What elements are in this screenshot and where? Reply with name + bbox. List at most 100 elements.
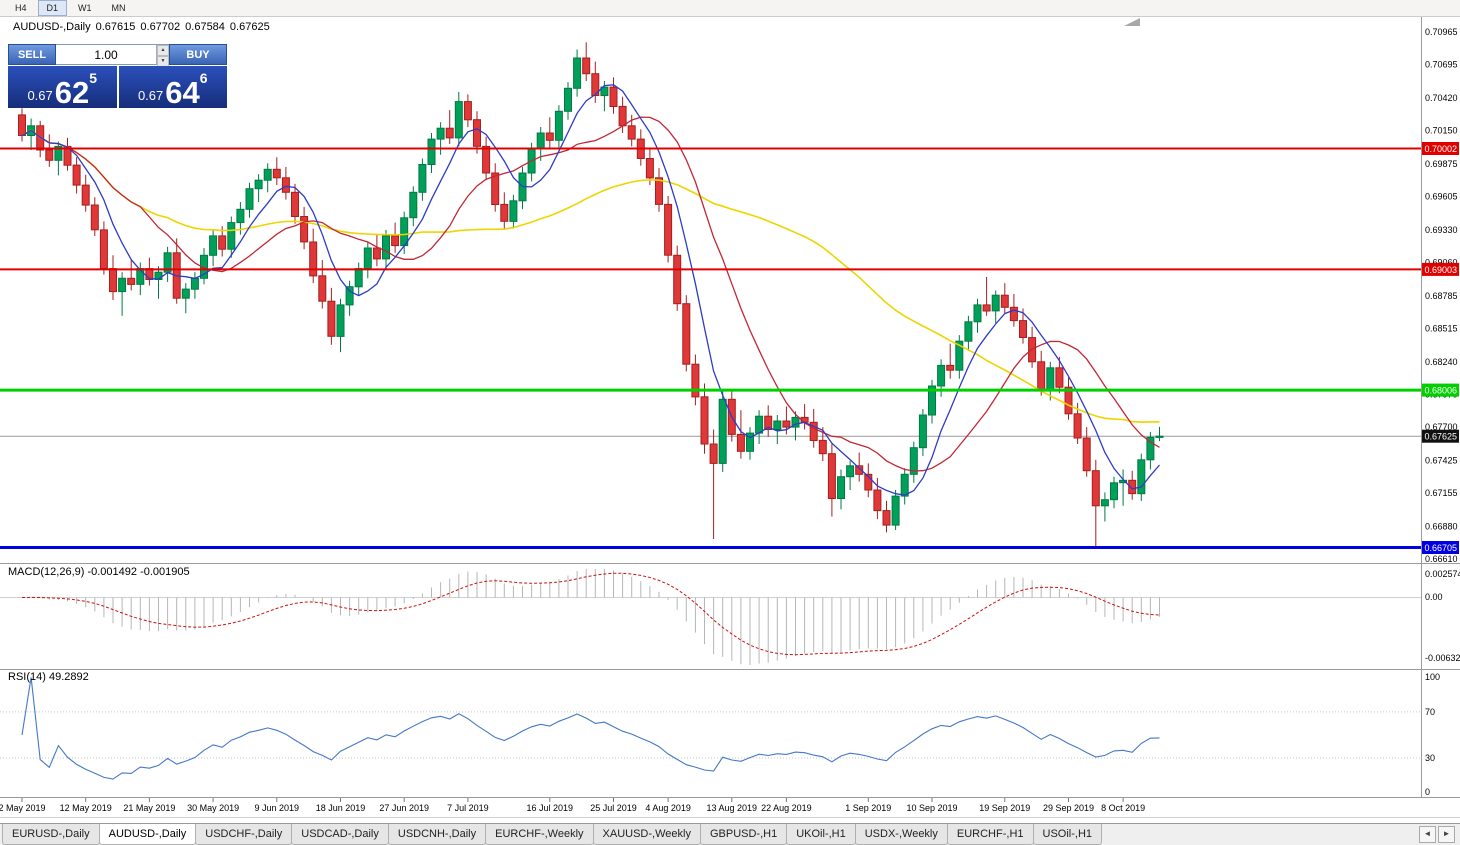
candle-body <box>1000 294 1009 308</box>
chart-tab-eurchf-weekly[interactable]: EURCHF-,Weekly <box>485 824 594 845</box>
price-axis-tick: 0.69875 <box>1425 159 1458 169</box>
macd-histogram <box>30 568 1160 665</box>
date-axis-label: 9 Jun 2019 <box>255 803 300 813</box>
date-axis-label: 27 Jun 2019 <box>379 803 429 813</box>
ma-mid-line <box>21 116 1160 472</box>
candle-body <box>291 191 299 218</box>
chart-shift-marker-icon[interactable] <box>1124 18 1140 26</box>
candle-body <box>764 415 773 431</box>
candle-body <box>236 208 245 224</box>
candle-body <box>1064 386 1073 415</box>
price-level-badge-text: 0.69003 <box>1425 265 1458 275</box>
chart-canvas[interactable]: 0.70965 0.70695 0.70420 0.70150 0.69875 0.696… <box>0 17 1460 817</box>
tabs-scroll-controls: ◄ ► <box>1419 824 1460 845</box>
price-level-badge-text: 0.70002 <box>1425 144 1458 154</box>
price-level-badge-text: 0.67625 <box>1425 432 1458 442</box>
buy-price-pip: 6 <box>199 70 208 86</box>
chart-tab-usdx-weekly[interactable]: USDX-,Weekly <box>854 824 948 845</box>
candle-body <box>709 443 718 464</box>
chart-tab-eurchf-h1[interactable]: EURCHF-,H1 <box>946 824 1034 845</box>
price-axis-tick: 0.68240 <box>1425 357 1458 367</box>
timeframe-button-h4[interactable]: H4 <box>15 3 27 13</box>
price-axis-tick: 0.67700 <box>1425 422 1458 432</box>
candle-body <box>354 268 363 288</box>
buy-price-display[interactable]: 0.67 64 6 <box>118 66 227 108</box>
rsi-axis-70: 70 <box>1425 707 1436 717</box>
chart-tab-usdchf-daily[interactable]: USDCHF-,Daily <box>195 824 293 845</box>
timeframe-button-mn[interactable]: MN <box>111 3 126 13</box>
candle-body <box>118 277 127 293</box>
ohlc-close: 0.67625 <box>229 21 270 33</box>
chart-tab-usdcnh-daily[interactable]: USDCNH-,Daily <box>387 824 487 845</box>
volume-field[interactable]: 1.00 ▲ ▼ <box>56 44 169 67</box>
candle-body <box>1019 320 1027 339</box>
candle-body <box>982 304 991 312</box>
candle-body <box>645 158 654 179</box>
tabs-scroll-left-icon[interactable]: ◄ <box>1419 826 1436 843</box>
candle-body <box>463 101 472 121</box>
candle-body <box>1037 361 1046 391</box>
timeframe-button-w1[interactable]: W1 <box>78 3 92 13</box>
price-axis-tick: 0.66610 <box>1425 554 1458 564</box>
candle-body <box>746 432 754 452</box>
sell-price-display[interactable]: 0.67 62 5 <box>8 66 117 108</box>
chart-tab-usdcad-daily[interactable]: USDCAD-,Daily <box>291 824 389 845</box>
candle-body <box>181 288 190 299</box>
ohlc-open: 0.67615 <box>95 21 136 33</box>
rsi-axis-100: 100 <box>1425 672 1441 682</box>
chart-tab-usoil-h1[interactable]: USOil-,H1 <box>1032 824 1103 845</box>
candle-body <box>664 203 673 256</box>
horizontal-scroll-strip[interactable] <box>0 817 1460 823</box>
date-axis-label: 7 Jul 2019 <box>447 803 489 813</box>
price-level-badge-text: 0.68006 <box>1425 386 1458 396</box>
candle-body <box>436 127 445 140</box>
candle-body <box>336 304 345 337</box>
candle-body <box>536 132 545 150</box>
date-axis-label: 30 May 2019 <box>187 803 239 813</box>
candle-body <box>509 200 518 222</box>
sell-price-pip: 5 <box>89 70 98 86</box>
candle-body <box>500 203 509 222</box>
date-axis-label: 13 Aug 2019 <box>707 803 758 813</box>
date-axis-label: 1 Sep 2019 <box>845 803 891 813</box>
chart-tab-xauusd-weekly[interactable]: XAUUSD-,Weekly <box>592 824 701 845</box>
volume-increase-button[interactable]: ▲ <box>157 45 169 56</box>
candle-body <box>964 321 973 342</box>
candle-body <box>655 177 663 205</box>
candle-body <box>18 114 26 137</box>
price-axis-tick: 0.70965 <box>1425 27 1458 37</box>
timeframe-button-d1[interactable]: D1 <box>37 0 68 16</box>
candle-body <box>382 235 390 260</box>
candle-body <box>491 172 500 205</box>
date-axis-label: 19 Sep 2019 <box>979 803 1030 813</box>
date-axis-label: 18 Jun 2019 <box>316 803 366 813</box>
chart-tab-audusd-daily[interactable]: AUDUSD-,Daily <box>98 824 197 845</box>
candle-body <box>882 510 891 526</box>
price-level-badge-text: 0.66705 <box>1425 543 1458 553</box>
candle-body <box>318 275 327 302</box>
candle-body <box>45 149 54 161</box>
chart-tab-ukoil-h1[interactable]: UKOil-,H1 <box>786 824 856 845</box>
chart-tab-eurusd-daily[interactable]: EURUSD-,Daily <box>2 824 100 845</box>
candle-body <box>782 420 791 428</box>
candle-body <box>245 188 254 210</box>
candle-body <box>1155 435 1164 438</box>
tabs-scroll-right-icon[interactable]: ► <box>1438 826 1455 843</box>
candle-body <box>545 132 554 141</box>
candle-body <box>281 177 290 193</box>
candle-body <box>218 235 227 250</box>
candle-body <box>391 235 400 247</box>
price-level-badge <box>1422 142 1459 155</box>
candle-body <box>1046 367 1055 391</box>
chart-tab-gbpusd-h1[interactable]: GBPUSD-,H1 <box>699 824 788 845</box>
sell-button[interactable]: SELL <box>8 44 56 65</box>
price-level-badge <box>1422 429 1459 443</box>
candle-body <box>909 447 918 475</box>
macd-signal-line <box>21 572 1160 656</box>
candle-body <box>1091 470 1100 507</box>
ma-fast-line <box>21 84 1160 496</box>
candle-body <box>818 439 827 455</box>
candle-body <box>345 286 354 306</box>
timeframe-toolbar: H4 D1 W1 MN <box>0 0 1460 17</box>
buy-button[interactable]: BUY <box>169 44 227 65</box>
